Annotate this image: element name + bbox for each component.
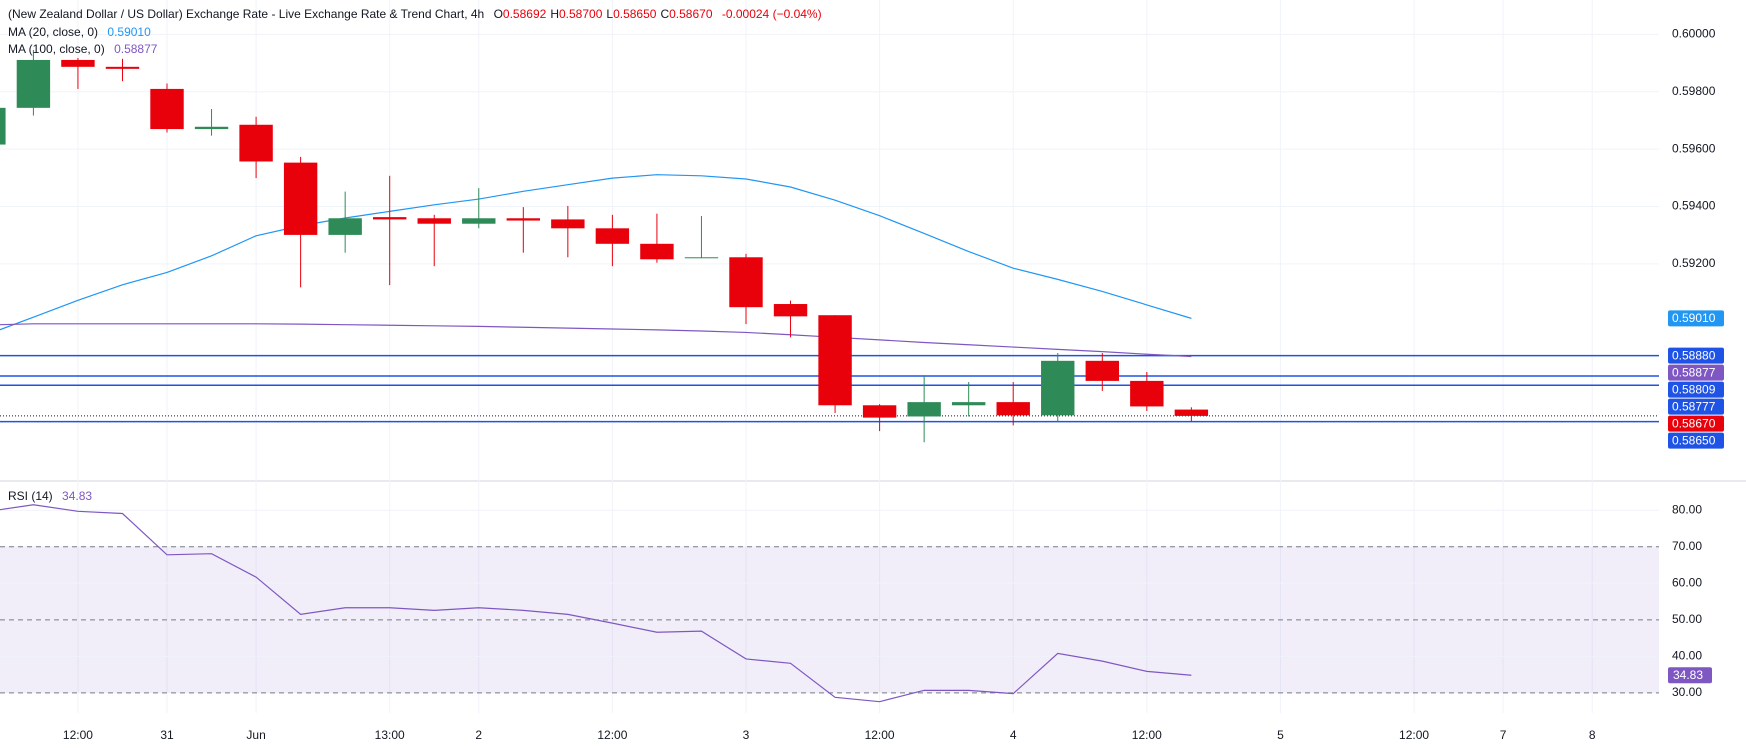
price-tag-label: 0.58877 (1672, 365, 1716, 379)
y-tick-label: 30.00 (1672, 685, 1702, 699)
candle-body (16, 59, 51, 108)
ohlc-name: O (493, 7, 503, 21)
legend-value: 0.59010 (107, 25, 151, 39)
legend-entry: MA (20, close, 0) (8, 25, 99, 39)
x-tick-label: 2 (475, 728, 482, 742)
candle-body (684, 257, 719, 259)
price-tag (1668, 415, 1724, 432)
ohlc-value: 0.58650 (613, 7, 657, 21)
x-tick-label: 12:00 (1132, 728, 1162, 742)
x-tick-label: 8 (1589, 728, 1596, 742)
legend-entry: RSI (14) (8, 489, 53, 503)
candle-body (462, 218, 496, 224)
candle-body (1174, 409, 1209, 416)
y-tick-label: 0.59600 (1672, 141, 1716, 155)
x-tick-label: Jun (246, 728, 265, 742)
x-tick-label: 12:00 (865, 728, 895, 742)
x-tick-label: 5 (1277, 728, 1284, 742)
x-tick-label: 12:00 (63, 728, 93, 742)
value-tag (1668, 667, 1712, 684)
ohlc-legend: O0.58692 H0.58700 L0.58650 C0.58670 (488, 7, 713, 21)
price-tag-label: 0.58650 (1672, 433, 1716, 447)
price-tag (1668, 310, 1724, 327)
candle-body (372, 217, 407, 220)
ohlc-name: L (606, 7, 614, 21)
candle-body (194, 126, 229, 130)
price-tag (1668, 347, 1724, 364)
x-tick-label: 13:00 (375, 728, 405, 742)
legend-value: 34.83 (62, 489, 93, 503)
candle-body (506, 218, 541, 221)
ma-legend: MA (20, close, 0) 0.59010 (8, 25, 151, 39)
candle-body (150, 88, 184, 130)
legend-entry: MA (100, close, 0) (8, 42, 105, 56)
ohlc-value: 0.58700 (558, 7, 603, 21)
candle-body (729, 257, 763, 308)
chart-title: (New Zealand Dollar / US Dollar) Exchang… (8, 7, 485, 21)
candle-body (640, 243, 674, 260)
x-tick-label: 4 (1010, 728, 1017, 742)
legend-value: 0.58877 (114, 42, 158, 56)
header-line: (New Zealand Dollar / US Dollar) Exchang… (8, 7, 822, 21)
rsi-line (0, 504, 1192, 703)
y-tick-label: 0.59800 (1672, 84, 1716, 98)
axes: 12:00 31 Jun 13:00 2 12:00 3 12:00 4 12:00 5 12:00 7… (63, 27, 1724, 742)
x-tick-label: 12:00 (1399, 728, 1429, 742)
value-tag-label: 34.83 (1673, 668, 1703, 682)
price-tag (1668, 381, 1724, 398)
candle-body (105, 66, 140, 69)
price-tag-label: 0.58809 (1672, 382, 1716, 396)
y-tick-label: 60.00 (1672, 575, 1702, 589)
candle-body (328, 218, 362, 235)
candle-body (283, 162, 318, 235)
candle-body (551, 219, 585, 229)
candle-body (239, 124, 273, 162)
candle-body (862, 405, 897, 418)
price-tag-label: 0.58777 (1672, 399, 1716, 413)
price-tag (1668, 364, 1724, 381)
y-tick-label: 0.59200 (1672, 256, 1716, 270)
x-tick-label: 31 (160, 728, 174, 742)
ohlc-name: C (660, 7, 670, 21)
y-tick-label: 0.59400 (1672, 199, 1716, 213)
y-tick-label: 70.00 (1672, 539, 1702, 553)
candle-body (1041, 360, 1075, 416)
y-tick-label: 40.00 (1672, 649, 1702, 663)
ma-line (0, 323, 1192, 358)
ma-line (0, 174, 1192, 331)
candle-body (417, 218, 451, 224)
rsi-pane (0, 481, 1659, 713)
price-pane (0, 0, 1659, 481)
x-tick-label: 7 (1500, 728, 1507, 742)
candle-body (1085, 360, 1119, 381)
ohlc-value: 0.58670 (669, 7, 713, 21)
ohlc-name: H (550, 7, 559, 21)
y-tick-label: 50.00 (1672, 612, 1702, 626)
price-tag-label: 0.58880 (1672, 348, 1716, 362)
candle-body (595, 228, 630, 244)
ohlc-value: 0.58692 (502, 7, 547, 21)
candle-body (1130, 380, 1164, 407)
candle-body (951, 402, 986, 406)
candle-body (818, 315, 852, 406)
x-tick-label: 12:00 (597, 728, 627, 742)
price-tag (1668, 432, 1724, 449)
candle-body (61, 59, 95, 67)
y-tick-label: 0.60000 (1672, 27, 1716, 41)
ma-legend: MA (100, close, 0) 0.58877 (8, 42, 157, 56)
rsi-legend: RSI (14) 34.83 (8, 489, 92, 503)
x-tick-label: 3 (743, 728, 750, 742)
price-tag-label: 0.58670 (1672, 416, 1716, 430)
candle-body (0, 107, 6, 145)
candle-body (907, 402, 941, 417)
y-tick-label: 80.00 (1672, 502, 1702, 516)
price-tag-label: 0.59010 (1672, 311, 1716, 325)
candle-body (996, 402, 1030, 416)
candle-body (773, 304, 808, 317)
price-tag (1668, 398, 1724, 415)
change-label: -0.00024 (−0.04%) (721, 7, 822, 21)
